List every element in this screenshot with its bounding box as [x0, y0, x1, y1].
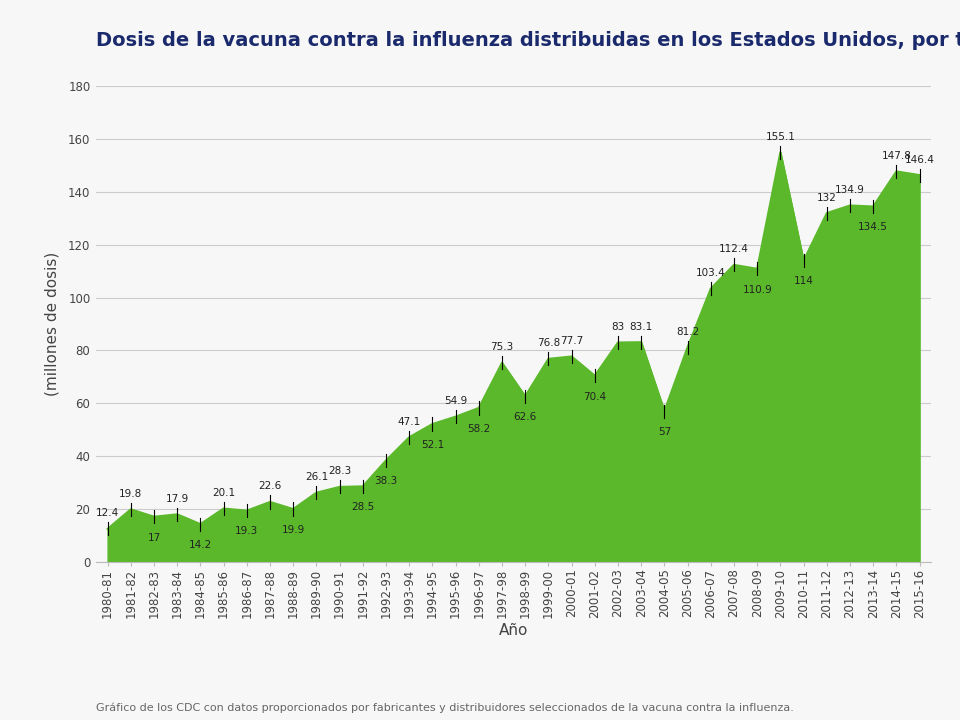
- Text: 17.9: 17.9: [165, 494, 189, 504]
- Text: 77.7: 77.7: [560, 336, 584, 346]
- Text: 22.6: 22.6: [258, 482, 281, 491]
- Text: 70.4: 70.4: [584, 392, 607, 402]
- Text: 62.6: 62.6: [514, 412, 537, 422]
- Text: 76.8: 76.8: [537, 338, 560, 348]
- Text: 14.2: 14.2: [189, 540, 212, 550]
- Text: 83.1: 83.1: [630, 322, 653, 332]
- Text: 134.9: 134.9: [835, 185, 865, 195]
- Text: 54.9: 54.9: [444, 396, 468, 406]
- Text: 12.4: 12.4: [96, 508, 119, 518]
- Text: 147.8: 147.8: [881, 151, 911, 161]
- Text: 103.4: 103.4: [696, 268, 726, 278]
- X-axis label: Año: Año: [499, 624, 528, 639]
- Text: 20.1: 20.1: [212, 488, 235, 498]
- Text: 19.3: 19.3: [235, 526, 258, 536]
- Text: 83: 83: [612, 322, 625, 332]
- Y-axis label: (millones de dosis): (millones de dosis): [45, 252, 60, 396]
- Text: 52.1: 52.1: [420, 440, 444, 450]
- Text: 112.4: 112.4: [719, 244, 749, 254]
- Text: 28.5: 28.5: [351, 503, 374, 512]
- Text: Gráfico de los CDC con datos proporcionados por fabricantes y distribuidores sel: Gráfico de los CDC con datos proporciona…: [96, 702, 794, 713]
- Text: 134.5: 134.5: [858, 222, 888, 233]
- Text: 28.3: 28.3: [328, 467, 351, 477]
- Text: 75.3: 75.3: [491, 342, 514, 352]
- Text: 26.1: 26.1: [304, 472, 328, 482]
- Text: 155.1: 155.1: [765, 132, 795, 142]
- Text: 19.8: 19.8: [119, 489, 142, 499]
- Text: 57: 57: [658, 427, 671, 437]
- Text: 114: 114: [794, 276, 813, 287]
- Text: 132: 132: [817, 192, 837, 202]
- Text: 38.3: 38.3: [374, 477, 397, 486]
- Text: 58.2: 58.2: [468, 424, 491, 433]
- Text: Dosis de la vacuna contra la influenza distribuidas en los Estados Unidos, por t: Dosis de la vacuna contra la influenza d…: [96, 32, 960, 50]
- Text: 47.1: 47.1: [397, 417, 420, 427]
- Text: 17: 17: [148, 533, 160, 543]
- Text: 110.9: 110.9: [742, 284, 772, 294]
- Text: 19.9: 19.9: [281, 525, 305, 535]
- Text: 81.2: 81.2: [676, 327, 699, 337]
- Text: 146.4: 146.4: [904, 155, 934, 165]
